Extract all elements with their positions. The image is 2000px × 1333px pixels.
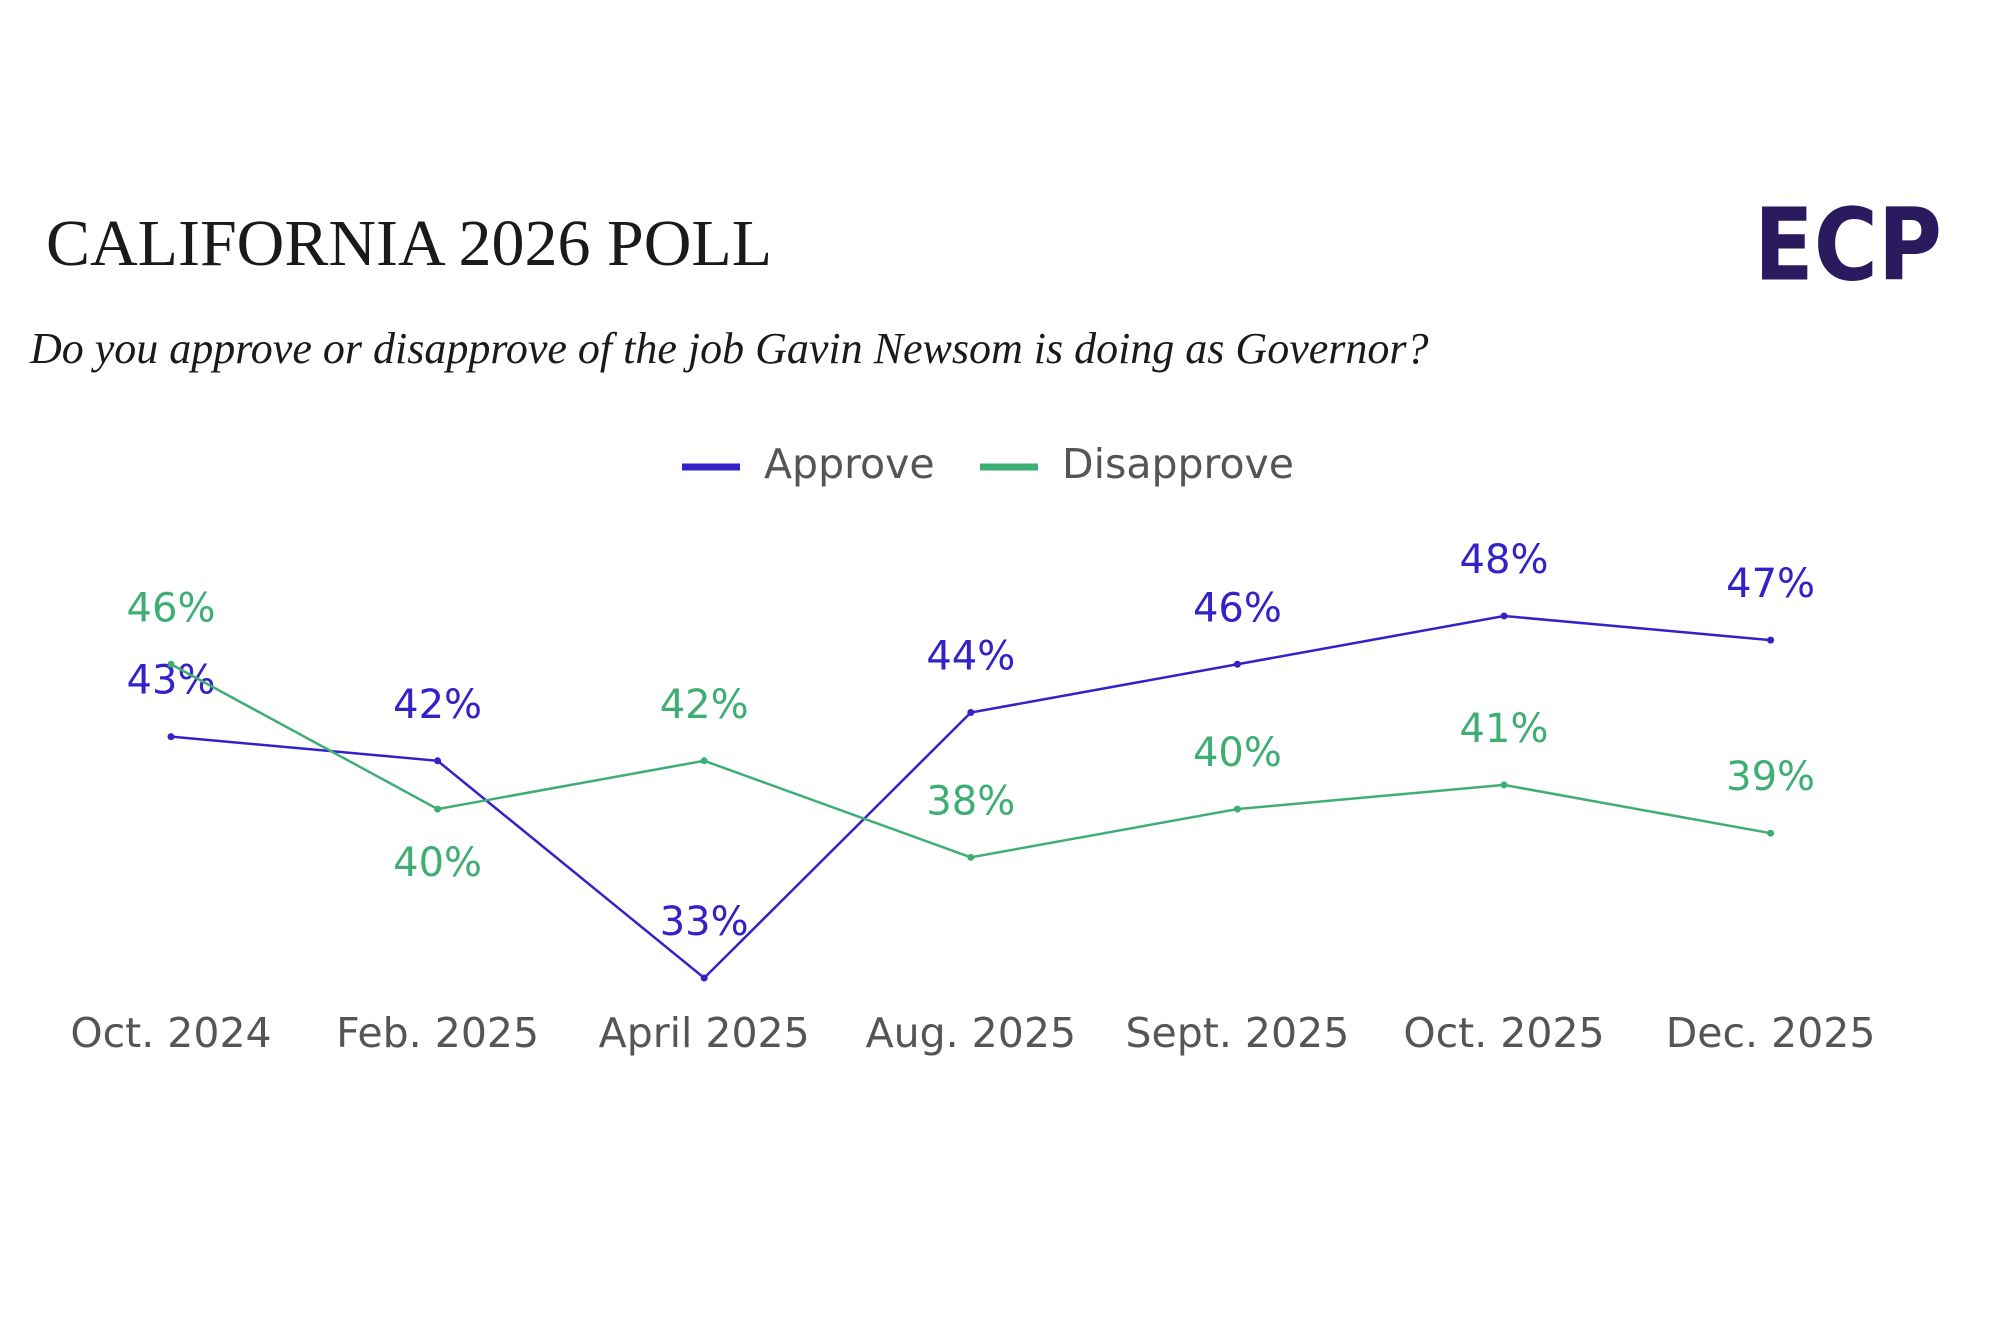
data-label: 42% xyxy=(393,682,482,728)
x-tick-label: Sept. 2025 xyxy=(1126,1009,1350,1057)
x-tick-label: Dec. 2025 xyxy=(1666,1009,1876,1057)
legend-label: Disapprove xyxy=(1062,440,1294,488)
point xyxy=(1767,636,1775,644)
data-label: 40% xyxy=(393,840,482,886)
point xyxy=(1233,805,1241,813)
data-label: 46% xyxy=(1193,585,1282,631)
data-label: 47% xyxy=(1726,561,1815,607)
point xyxy=(1767,829,1775,837)
data-label: 42% xyxy=(660,682,749,728)
point xyxy=(967,853,975,861)
x-tick-label: Oct. 2025 xyxy=(1403,1009,1604,1057)
data-label: 40% xyxy=(1193,730,1282,776)
x-tick-label: Feb. 2025 xyxy=(336,1009,539,1057)
data-label: 33% xyxy=(660,899,749,945)
x-tick-label: Aug. 2025 xyxy=(866,1009,1076,1057)
x-tick-label: April 2025 xyxy=(599,1009,810,1057)
data-label: 38% xyxy=(926,778,1015,824)
data-label: 48% xyxy=(1460,537,1549,583)
point xyxy=(167,733,175,741)
point xyxy=(700,757,708,765)
chart-title: CALIFORNIA 2026 POLL xyxy=(46,207,772,280)
point xyxy=(1500,781,1508,789)
chart-subtitle: Do you approve or disapprove of the job … xyxy=(29,324,1429,373)
logo: ECP xyxy=(1754,186,1942,303)
point xyxy=(1233,660,1241,668)
data-label: 44% xyxy=(926,634,1015,680)
data-label: 41% xyxy=(1460,706,1549,752)
point xyxy=(434,805,442,813)
point xyxy=(1500,612,1508,620)
data-label: 46% xyxy=(127,585,216,631)
point xyxy=(967,709,975,717)
point xyxy=(700,974,708,982)
legend-label: Approve xyxy=(764,440,935,488)
data-label: 39% xyxy=(1726,754,1815,800)
point xyxy=(167,660,175,668)
x-tick-label: Oct. 2024 xyxy=(70,1009,271,1057)
point xyxy=(434,757,442,765)
